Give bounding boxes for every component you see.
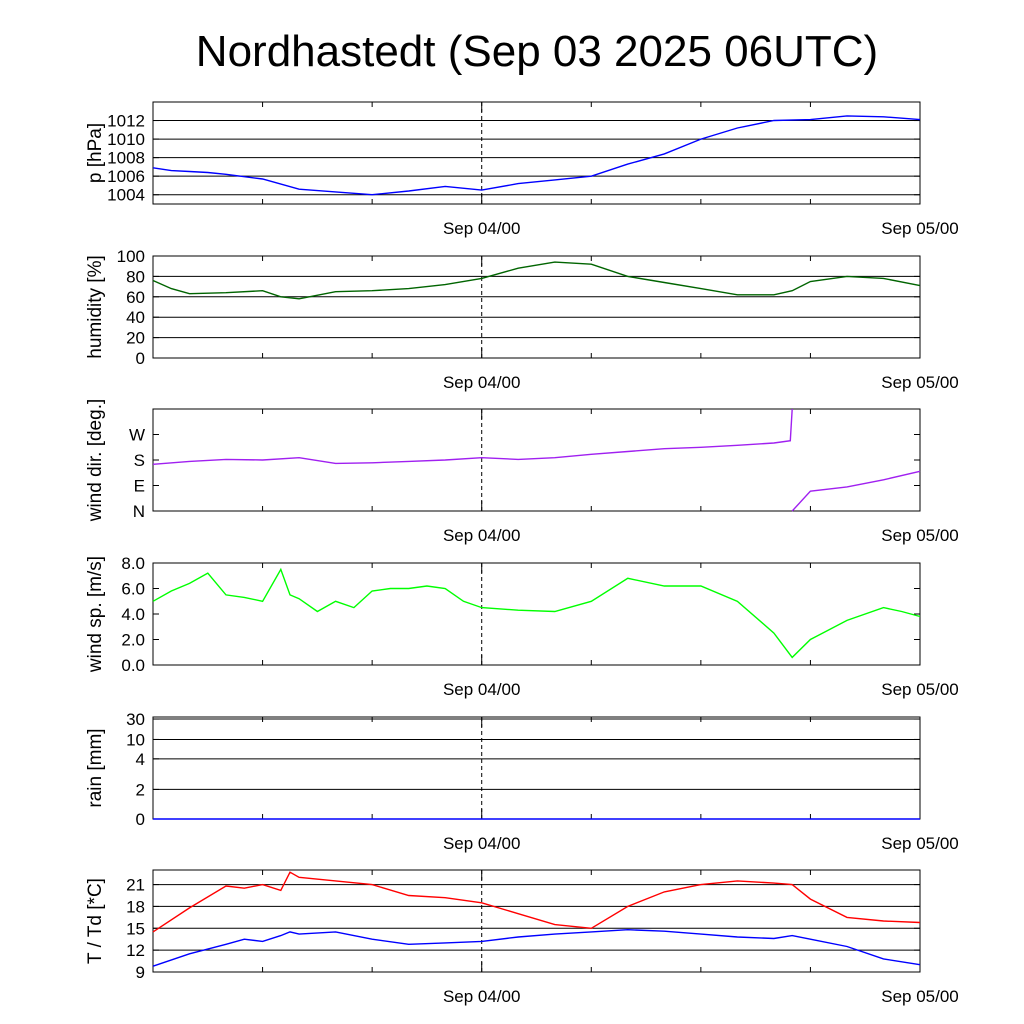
x-tick-label: Sep 04/00 — [443, 834, 521, 853]
x-tick-label: Sep 05/00 — [881, 680, 959, 699]
y-tick-label: 0 — [136, 810, 145, 829]
panel-6: 9 12 15 18 21 Sep 04/00 Sep 05/00 T / Td [*C] — [85, 869, 959, 1006]
y-tick-label: 1010 — [107, 130, 145, 149]
y-tick-label: 21 — [126, 876, 145, 895]
panel-frame — [152, 716, 921, 820]
x-tick-label: Sep 05/00 — [881, 373, 959, 392]
y-tick-label: 0 — [136, 349, 145, 368]
y-tick-label: 1008 — [107, 149, 145, 168]
y-tick-label: 100 — [117, 247, 145, 266]
y-tick-label: S — [134, 451, 145, 470]
y-tick-label: 0.0 — [121, 656, 145, 675]
series-line-1 — [152, 115, 921, 196]
panel-frame — [152, 101, 921, 205]
y-tick-label: 1006 — [107, 167, 145, 186]
y-axis-label: humidity [%] — [85, 255, 106, 358]
y-axis-label: wind dir. [deg.] — [85, 399, 106, 523]
y-axis-label: T / Td [*C] — [85, 878, 106, 964]
panel-4: 0.0 2.0 4.0 6.0 8.0 Sep 04/00 Sep 05/00 wind sp… — [85, 554, 959, 699]
y-tick-label: 8.0 — [121, 554, 145, 573]
y-tick-label: W — [129, 426, 145, 445]
y-tick-label: E — [134, 477, 145, 496]
y-tick-label: 12 — [126, 941, 145, 960]
x-tick-label: Sep 05/00 — [881, 526, 959, 545]
y-axis-label: p [hPa] — [85, 123, 106, 183]
y-tick-label: N — [133, 502, 145, 521]
y-tick-label: 2 — [136, 780, 145, 799]
series-line-1 — [152, 261, 921, 300]
x-tick-label: Sep 04/00 — [443, 987, 521, 1006]
y-tick-label: 4.0 — [121, 605, 145, 624]
y-tick-label: 1004 — [107, 186, 145, 205]
series-line-1 — [152, 871, 921, 933]
panel-frame — [152, 255, 921, 359]
series-line-2 — [152, 928, 921, 967]
x-tick-label: Sep 04/00 — [443, 526, 521, 545]
y-tick-label: 20 — [126, 329, 145, 348]
y-tick-label: 18 — [126, 897, 145, 916]
y-tick-label: 10 — [126, 730, 145, 749]
series-line-1 — [152, 567, 921, 659]
y-tick-label: 1012 — [107, 112, 145, 131]
y-axis-label: rain [mm] — [85, 728, 106, 807]
x-tick-label: Sep 05/00 — [881, 834, 959, 853]
chart-title: Nordhastedt (Sep 03 2025 06UTC) — [196, 27, 878, 76]
y-tick-label: 40 — [126, 308, 145, 327]
y-tick-label: 6.0 — [121, 580, 145, 599]
x-tick-label: Sep 05/00 — [881, 219, 959, 238]
y-axis-label: wind sp. [m/s] — [85, 556, 106, 673]
x-tick-label: Sep 04/00 — [443, 373, 521, 392]
series-line-1 — [152, 408, 793, 465]
y-tick-label: 60 — [126, 288, 145, 307]
panel-frame — [152, 869, 921, 973]
x-tick-label: Sep 04/00 — [443, 680, 521, 699]
y-tick-label: 2.0 — [121, 631, 145, 650]
x-tick-label: Sep 04/00 — [443, 219, 521, 238]
panel-frame — [152, 562, 921, 666]
y-tick-label: 30 — [126, 710, 145, 729]
x-tick-label: Sep 05/00 — [881, 987, 959, 1006]
y-tick-label: 80 — [126, 267, 145, 286]
y-tick-label: 4 — [136, 750, 145, 769]
series-line-1 — [791, 470, 921, 512]
y-tick-label: 15 — [126, 919, 145, 938]
y-tick-label: 9 — [136, 963, 145, 982]
